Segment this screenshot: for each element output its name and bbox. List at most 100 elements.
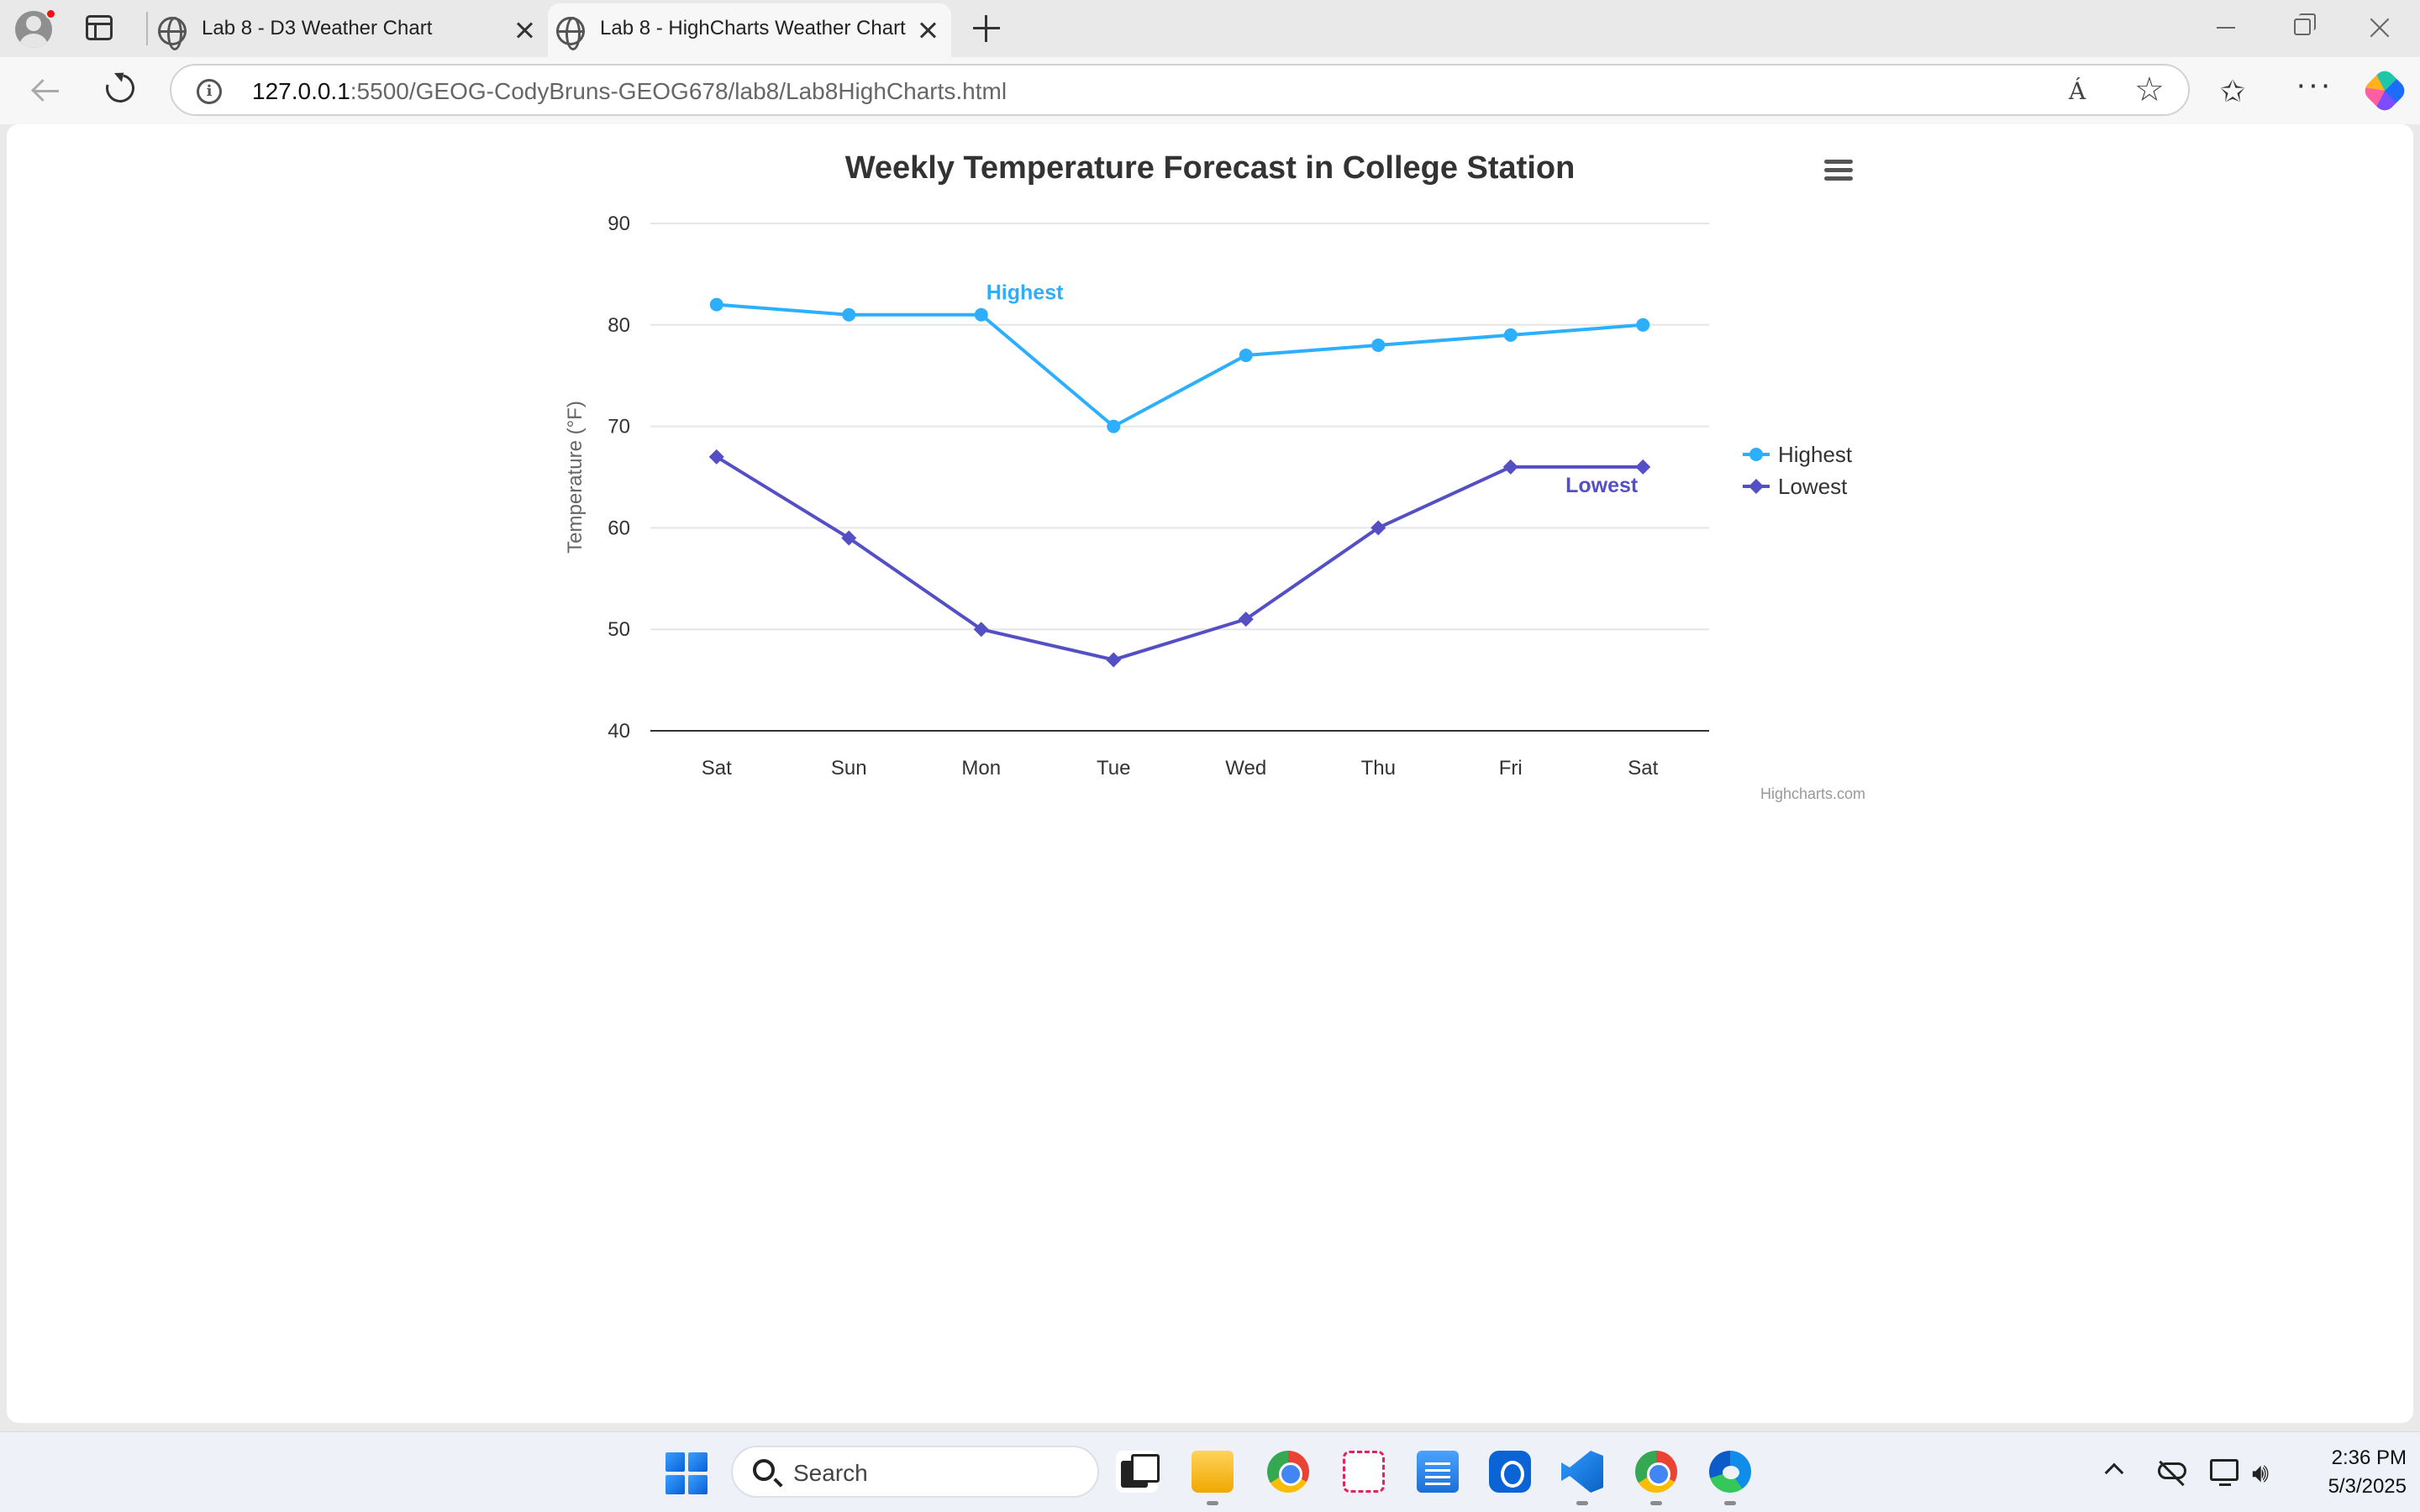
refresh-icon[interactable] xyxy=(100,68,140,108)
legend-marker xyxy=(1749,479,1764,494)
url-text[interactable]: 127.0.0.1:5500/GEOG-CodyBruns-GEOG678/la… xyxy=(252,78,1007,105)
network-icon[interactable] xyxy=(2210,1459,2238,1486)
back-arrow-icon[interactable] xyxy=(32,79,60,102)
running-indicator xyxy=(1576,1501,1588,1505)
show-hidden-icons-chevron-icon[interactable] xyxy=(2104,1462,2124,1483)
data-point[interactable] xyxy=(1239,349,1253,363)
chrome-icon[interactable] xyxy=(1635,1451,1677,1493)
y-tick-label: 90 xyxy=(608,213,630,235)
security-app-icon[interactable] xyxy=(1489,1451,1531,1493)
task-view-icon[interactable] xyxy=(1116,1451,1160,1493)
x-tick-label: Thu xyxy=(1361,757,1396,780)
tab-divider xyxy=(146,12,148,45)
legend-item-highest[interactable]: Highest xyxy=(1743,442,1853,467)
data-point[interactable] xyxy=(1636,318,1650,332)
legend-label: Lowest xyxy=(1778,474,1848,499)
x-tick-label: Sun xyxy=(831,757,867,780)
tab-d3-weather-chart[interactable]: Lab 8 - D3 Weather Chart xyxy=(150,3,548,57)
windows-start-icon[interactable] xyxy=(666,1452,708,1494)
running-indicator xyxy=(1724,1501,1736,1505)
credits-link[interactable]: Highcharts.com xyxy=(1760,785,1865,802)
taskbar-search[interactable]: Search xyxy=(731,1446,1099,1498)
y-axis-ticks: 40 50 60 70 80 90 xyxy=(608,213,630,743)
chrome-icon[interactable] xyxy=(1267,1451,1309,1493)
notepad-icon[interactable] xyxy=(1417,1451,1459,1493)
favorite-star-icon[interactable]: ☆ xyxy=(2134,71,2165,108)
onedrive-offline-icon[interactable] xyxy=(2158,1462,2186,1479)
y-axis-title: Temperature (°F) xyxy=(564,401,587,554)
edge-icon[interactable] xyxy=(1709,1451,1751,1493)
close-tab-icon[interactable] xyxy=(916,18,939,42)
tab-strip: Lab 8 - D3 Weather Chart Lab 8 - HighCha… xyxy=(0,0,2420,57)
favorites-list-icon[interactable]: ✩ xyxy=(2220,74,2246,108)
legend-label: Highest xyxy=(1778,442,1853,467)
running-indicator xyxy=(1207,1501,1218,1505)
taskbar: Search 🔊︎ 2:36 PM 5/3/2025 xyxy=(0,1431,2420,1512)
x-tick-label: Tue xyxy=(1097,757,1130,780)
copilot-icon[interactable] xyxy=(2360,66,2409,115)
data-point[interactable] xyxy=(1635,459,1651,475)
x-axis-ticks: Sat Sun Mon Tue Wed Thu Fri Sat xyxy=(702,757,1659,780)
chart-title: Weekly Temperature Forecast in College S… xyxy=(845,150,1576,186)
series-line xyxy=(715,455,1644,662)
search-icon xyxy=(753,1459,775,1481)
data-point[interactable] xyxy=(1371,338,1386,352)
series-label: Highest xyxy=(986,281,1064,305)
clock-time: 2:36 PM xyxy=(2331,1446,2407,1469)
y-tick-label: 80 xyxy=(608,314,630,337)
read-aloud-icon[interactable]: Á xyxy=(2069,77,2086,105)
close-window-icon[interactable] xyxy=(2368,15,2391,39)
file-explorer-icon[interactable] xyxy=(1192,1451,1234,1493)
legend-item-lowest[interactable]: Lowest xyxy=(1743,474,1848,499)
clock[interactable]: 2:36 PM 5/3/2025 xyxy=(2302,1444,2407,1501)
data-point[interactable] xyxy=(842,307,856,322)
data-point[interactable] xyxy=(1370,520,1386,536)
more-menu-icon[interactable]: ··· xyxy=(2296,67,2333,102)
browser-toolbar: i 127.0.0.1:5500/GEOG-CodyBruns-GEOG678/… xyxy=(0,57,2420,124)
series-group: Highest Lowest xyxy=(708,281,1651,668)
series-highest: Highest xyxy=(709,281,1650,433)
notification-dot-icon xyxy=(45,8,56,19)
data-point[interactable] xyxy=(1502,459,1518,475)
data-point[interactable] xyxy=(1238,612,1254,627)
legend-marker xyxy=(1749,448,1763,461)
series-label: Lowest xyxy=(1565,474,1639,497)
temperature-chart: Weekly Temperature Forecast in College S… xyxy=(564,150,1865,802)
series-lowest: Lowest xyxy=(708,449,1651,668)
close-tab-icon[interactable] xyxy=(513,18,536,42)
minimize-icon[interactable] xyxy=(2217,27,2235,29)
series-line xyxy=(716,302,1644,428)
new-tab-icon[interactable] xyxy=(973,15,1000,42)
data-point[interactable] xyxy=(973,622,989,638)
site-info-icon[interactable]: i xyxy=(197,79,222,104)
x-tick-label: Sat xyxy=(1628,757,1658,780)
running-indicator xyxy=(1650,1501,1662,1505)
data-point[interactable] xyxy=(841,530,857,546)
volume-icon[interactable]: 🔊︎ xyxy=(2252,1457,2270,1488)
data-point[interactable] xyxy=(709,297,723,312)
data-point[interactable] xyxy=(1106,652,1122,668)
address-bar[interactable]: i 127.0.0.1:5500/GEOG-CodyBruns-GEOG678/… xyxy=(170,64,2190,116)
data-point[interactable] xyxy=(1503,328,1518,342)
url-path: :5500/GEOG-CodyBruns-GEOG678/lab8/Lab8Hi… xyxy=(350,78,1007,104)
globe-icon xyxy=(158,17,187,50)
y-tick-label: 50 xyxy=(608,618,630,641)
legend: Highest Lowest xyxy=(1743,442,1853,499)
y-tick-label: 40 xyxy=(608,720,630,743)
restore-icon[interactable] xyxy=(2294,13,2316,35)
data-point[interactable] xyxy=(708,449,724,465)
tab-actions-icon[interactable] xyxy=(86,15,113,40)
clock-date: 5/3/2025 xyxy=(2328,1475,2407,1498)
chart-menu-icon[interactable] xyxy=(1824,160,1853,181)
y-tick-label: 60 xyxy=(608,517,630,539)
tab-highcharts-weather-chart[interactable]: Lab 8 - HighCharts Weather Chart xyxy=(548,3,951,57)
y-tick-label: 70 xyxy=(608,416,630,438)
x-tick-label: Mon xyxy=(961,757,1001,780)
data-point[interactable] xyxy=(1107,419,1121,433)
search-label: Search xyxy=(793,1460,868,1486)
snipping-tool-icon[interactable] xyxy=(1343,1451,1385,1493)
url-host: 127.0.0.1 xyxy=(252,78,350,104)
x-tick-label: Wed xyxy=(1225,757,1266,780)
vscode-icon[interactable] xyxy=(1561,1451,1603,1493)
data-point[interactable] xyxy=(974,307,988,322)
